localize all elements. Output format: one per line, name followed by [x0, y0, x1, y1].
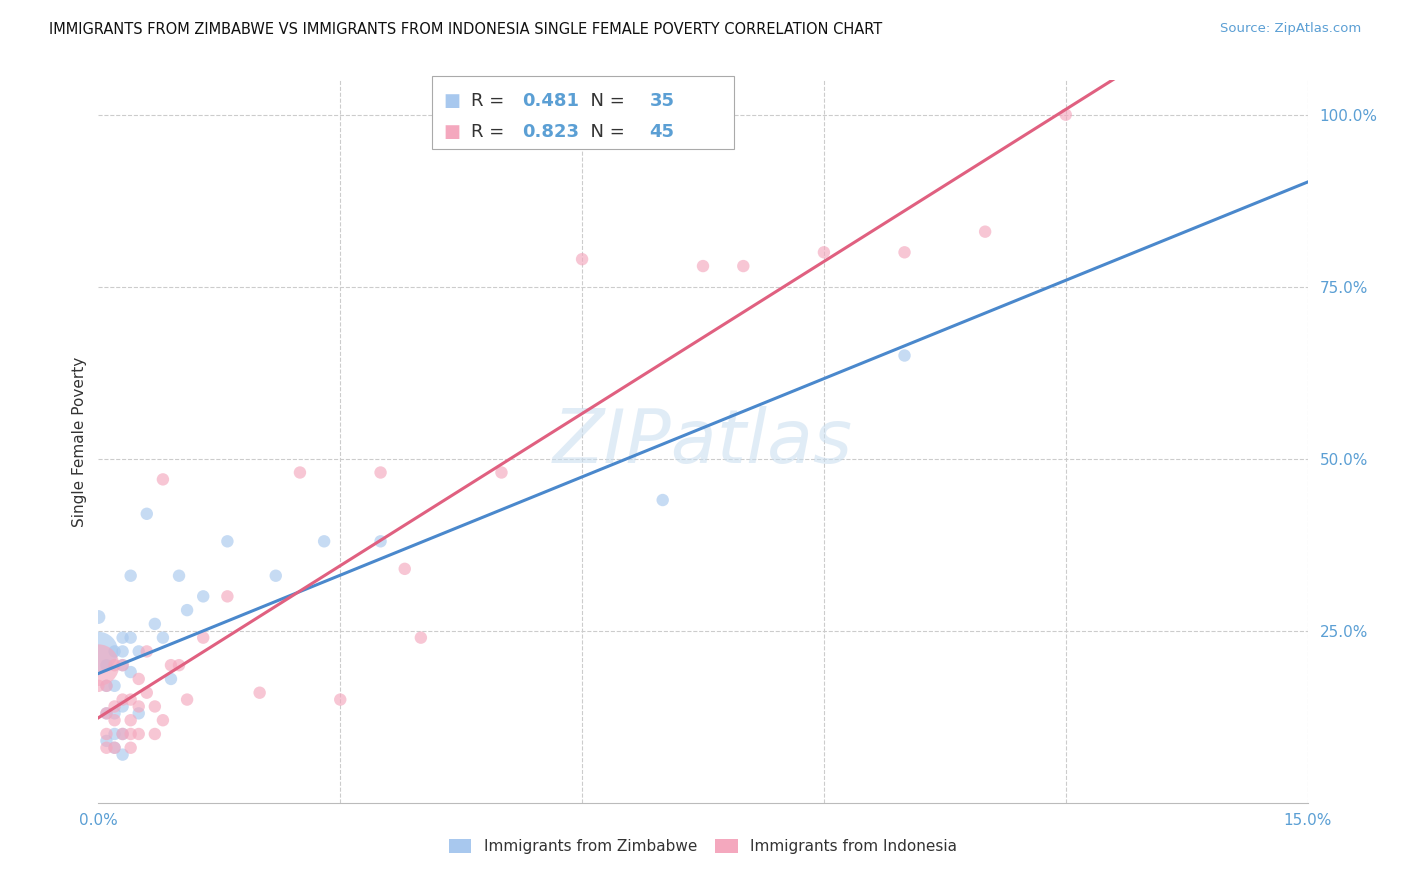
Point [111, 631, 134, 645]
Point [974, 225, 997, 239]
Point [128, 706, 150, 721]
Point [87, 644, 110, 658]
Point [87, 658, 110, 673]
Point [288, 466, 311, 480]
Point [120, 740, 142, 755]
Point [176, 603, 198, 617]
Point [135, 644, 157, 658]
Point [160, 658, 183, 673]
Point [111, 658, 134, 673]
Point [217, 534, 239, 549]
Point [111, 727, 134, 741]
Point [314, 534, 336, 549]
Point [370, 466, 392, 480]
Point [96, 658, 118, 673]
Point [128, 727, 150, 741]
Point [96, 706, 118, 721]
Point [135, 507, 157, 521]
Point [103, 699, 125, 714]
Point [160, 672, 183, 686]
Point [111, 699, 134, 714]
Point [264, 568, 287, 582]
Point [120, 692, 142, 706]
Point [103, 740, 125, 755]
Point [111, 727, 134, 741]
Point [143, 616, 166, 631]
Text: N =: N = [579, 123, 631, 141]
Text: R =: R = [471, 92, 510, 110]
Point [128, 699, 150, 714]
Point [111, 692, 134, 706]
Point [103, 658, 125, 673]
Text: 35: 35 [650, 92, 675, 110]
Point [217, 590, 239, 604]
Text: 45: 45 [650, 123, 675, 141]
Point [193, 631, 215, 645]
Point [571, 252, 593, 267]
Point [152, 713, 174, 727]
Point [96, 679, 118, 693]
Point [176, 692, 198, 706]
Point [128, 644, 150, 658]
Point [409, 631, 432, 645]
Point [651, 493, 673, 508]
Legend: Immigrants from Zimbabwe, Immigrants from Indonesia: Immigrants from Zimbabwe, Immigrants fro… [443, 833, 963, 860]
Point [152, 631, 174, 645]
Point [120, 631, 142, 645]
Point [111, 644, 134, 658]
Point [120, 665, 142, 679]
Point [96, 679, 118, 693]
Point [120, 713, 142, 727]
Point [1054, 108, 1077, 122]
Point [370, 534, 392, 549]
Point [103, 644, 125, 658]
Point [103, 727, 125, 741]
Point [167, 658, 190, 673]
Point [329, 692, 352, 706]
Point [135, 686, 157, 700]
Point [249, 686, 271, 700]
Point [143, 727, 166, 741]
Point [692, 259, 714, 273]
Point [87, 679, 110, 693]
Point [893, 349, 915, 363]
Point [167, 568, 190, 582]
Point [96, 727, 118, 741]
Y-axis label: Single Female Poverty: Single Female Poverty [72, 357, 87, 526]
Point [111, 747, 134, 762]
Point [128, 672, 150, 686]
Point [103, 740, 125, 755]
Text: ■: ■ [443, 92, 460, 110]
Point [96, 734, 118, 748]
Point [143, 699, 166, 714]
Text: IMMIGRANTS FROM ZIMBABWE VS IMMIGRANTS FROM INDONESIA SINGLE FEMALE POVERTY CORR: IMMIGRANTS FROM ZIMBABWE VS IMMIGRANTS F… [49, 22, 883, 37]
Point [813, 245, 835, 260]
Point [120, 727, 142, 741]
Text: 0.481: 0.481 [522, 92, 579, 110]
Point [152, 472, 174, 486]
Point [893, 245, 915, 260]
Text: N =: N = [579, 92, 631, 110]
Text: Source: ZipAtlas.com: Source: ZipAtlas.com [1220, 22, 1361, 36]
Point [491, 466, 513, 480]
Point [103, 679, 125, 693]
Point [111, 658, 134, 673]
Text: 0.823: 0.823 [522, 123, 579, 141]
Text: R =: R = [471, 123, 510, 141]
Point [87, 610, 110, 624]
Point [96, 740, 118, 755]
Point [103, 713, 125, 727]
Point [103, 706, 125, 721]
Text: ■: ■ [443, 123, 460, 141]
Point [96, 706, 118, 721]
Point [394, 562, 416, 576]
Point [193, 590, 215, 604]
Point [733, 259, 755, 273]
Point [120, 568, 142, 582]
Text: ZIPatlas: ZIPatlas [553, 406, 853, 477]
